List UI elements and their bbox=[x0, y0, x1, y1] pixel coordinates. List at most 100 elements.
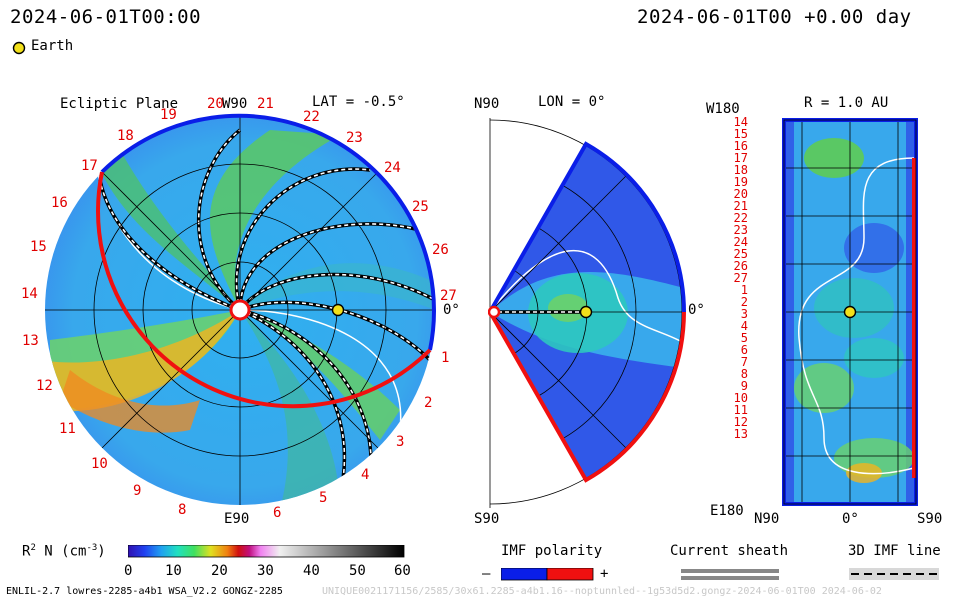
meridional-polarity-rim-neg bbox=[488, 141, 686, 313]
radial-y-labels: 14 15 16 17 18 19 20 21 22 23 24 25 26 2… bbox=[724, 116, 748, 440]
ecliptic-lat-label: LAT = -0.5° bbox=[312, 94, 405, 110]
ecliptic-density-field bbox=[45, 115, 435, 505]
ecliptic-bottom-label: E90 bbox=[224, 511, 250, 527]
rot-label-20: 20 bbox=[207, 96, 224, 112]
imf-polarity-minus: – bbox=[482, 566, 491, 582]
meridional-polarity-rim-pos bbox=[488, 311, 686, 483]
rot-label-23: 23 bbox=[346, 130, 363, 146]
rot-label-1: 1 bbox=[441, 350, 450, 366]
footer-run: UNIQUE0021171156/2585/30x61.2285-a4b1.16… bbox=[322, 586, 882, 597]
ecliptic-plane-plot bbox=[45, 113, 436, 505]
density-colorbar-label: R2 N (cm-3) bbox=[22, 543, 106, 560]
ecliptic-polarity-rim-pos bbox=[96, 171, 432, 409]
rot-label-8: 8 bbox=[178, 502, 187, 518]
radial-x-label-n90: N90 bbox=[754, 511, 780, 527]
meridional-top-label: N90 bbox=[474, 96, 500, 112]
ecliptic-right-label: 0° bbox=[443, 302, 460, 318]
earth-legend bbox=[12, 40, 26, 59]
radial-y-label: 4 bbox=[740, 319, 748, 333]
colorbar-tick: 60 bbox=[394, 563, 411, 579]
rot-label-22: 22 bbox=[303, 109, 320, 125]
rot-label-12: 12 bbox=[36, 378, 53, 394]
radial-y-label: 9 bbox=[740, 379, 748, 393]
meridional-plot bbox=[488, 118, 686, 508]
radial-title: R = 1.0 AU bbox=[804, 95, 889, 111]
imf-polarity-plus: + bbox=[600, 566, 609, 582]
rot-label-15: 15 bbox=[30, 239, 47, 255]
earth-marker-ecliptic-icon bbox=[331, 303, 345, 317]
colorbar-tick: 50 bbox=[349, 563, 366, 579]
rot-label-13: 13 bbox=[22, 333, 39, 349]
radial-y-label: 11 bbox=[733, 403, 748, 417]
radial-y-label: 7 bbox=[740, 355, 748, 369]
header-right-time: 2024-06-01T00 +0.00 day bbox=[637, 6, 912, 28]
radial-y-label: 14 bbox=[733, 115, 748, 129]
rot-label-4: 4 bbox=[361, 467, 370, 483]
imf-polarity-title: IMF polarity bbox=[501, 543, 603, 559]
rot-label-25: 25 bbox=[412, 199, 429, 215]
radial-y-label: 18 bbox=[733, 163, 748, 177]
radial-y-label: 15 bbox=[733, 127, 748, 141]
imf-line-swatch bbox=[849, 568, 939, 580]
radial-y-label: 5 bbox=[740, 331, 748, 345]
density-colorbar bbox=[128, 545, 405, 558]
ecliptic-title: Ecliptic Plane bbox=[60, 96, 179, 112]
radial-y-label: 10 bbox=[733, 391, 748, 405]
colorbar-tick: 40 bbox=[303, 563, 320, 579]
rot-label-2: 2 bbox=[424, 395, 433, 411]
current-sheath-swatch bbox=[681, 569, 779, 580]
earth-marker-radial-icon bbox=[843, 305, 857, 319]
radial-y-label: 23 bbox=[733, 223, 748, 237]
colorbar-tick: 20 bbox=[211, 563, 228, 579]
rot-label-26: 26 bbox=[432, 242, 449, 258]
meridional-title: LON = 0° bbox=[538, 94, 606, 110]
rot-label-3: 3 bbox=[396, 434, 405, 450]
current-sheath-title: Current sheath bbox=[670, 543, 789, 559]
rot-label-24: 24 bbox=[384, 160, 401, 176]
colorbar-tick: 0 bbox=[124, 563, 133, 579]
colorbar-tick: 10 bbox=[165, 563, 182, 579]
radial-y-label: 19 bbox=[733, 175, 748, 189]
rot-label-16: 16 bbox=[51, 195, 68, 211]
radial-y-label: 1 bbox=[740, 283, 748, 297]
radial-plot bbox=[782, 118, 918, 506]
meridional-right-label: 0° bbox=[688, 302, 705, 318]
rot-label-27: 27 bbox=[440, 288, 457, 304]
rot-label-21: 21 bbox=[257, 96, 274, 112]
radial-y-label: 27 bbox=[733, 271, 748, 285]
rot-label-9: 9 bbox=[133, 483, 142, 499]
radial-y-label: 26 bbox=[733, 259, 748, 273]
radial-x-label-s90: S90 bbox=[917, 511, 943, 527]
sun-marker-meridional-icon bbox=[488, 305, 501, 319]
rot-label-11: 11 bbox=[59, 421, 76, 437]
radial-y-label: 21 bbox=[733, 199, 748, 213]
footer-model: ENLIL-2.7 lowres-2285-a4b1 WSA_V2.2 GONG… bbox=[6, 586, 283, 597]
radial-y-label: 17 bbox=[733, 151, 748, 165]
radial-y-label: 6 bbox=[740, 343, 748, 357]
earth-marker-icon bbox=[12, 41, 26, 55]
colorbar-tick: 30 bbox=[257, 563, 274, 579]
ecliptic-top-label: W90 bbox=[222, 96, 248, 112]
rot-label-10: 10 bbox=[91, 456, 108, 472]
sun-marker-icon bbox=[229, 299, 251, 321]
radial-y-label: 25 bbox=[733, 247, 748, 261]
rot-label-14: 14 bbox=[21, 286, 38, 302]
rot-label-17: 17 bbox=[81, 158, 98, 174]
imf-polarity-swatch bbox=[501, 568, 594, 581]
rot-label-18: 18 bbox=[117, 128, 134, 144]
radial-y-label: 20 bbox=[733, 187, 748, 201]
meridional-bottom-label: S90 bbox=[474, 511, 500, 527]
radial-top-left-label: W180 bbox=[706, 101, 740, 117]
radial-y-label: 2 bbox=[740, 295, 748, 309]
radial-y-label: 8 bbox=[740, 367, 748, 381]
rot-label-6: 6 bbox=[273, 505, 282, 521]
radial-y-label: 24 bbox=[733, 235, 748, 249]
radial-y-label: 3 bbox=[740, 307, 748, 321]
radial-y-label: 22 bbox=[733, 211, 748, 225]
radial-y-label: 16 bbox=[733, 139, 748, 153]
rot-label-19: 19 bbox=[160, 107, 177, 123]
radial-x-label-0: 0° bbox=[842, 511, 859, 527]
earth-marker-meridional-icon bbox=[579, 305, 593, 319]
radial-y-label: 13 bbox=[733, 427, 748, 441]
radial-bottom-left-label: E180 bbox=[710, 503, 744, 519]
